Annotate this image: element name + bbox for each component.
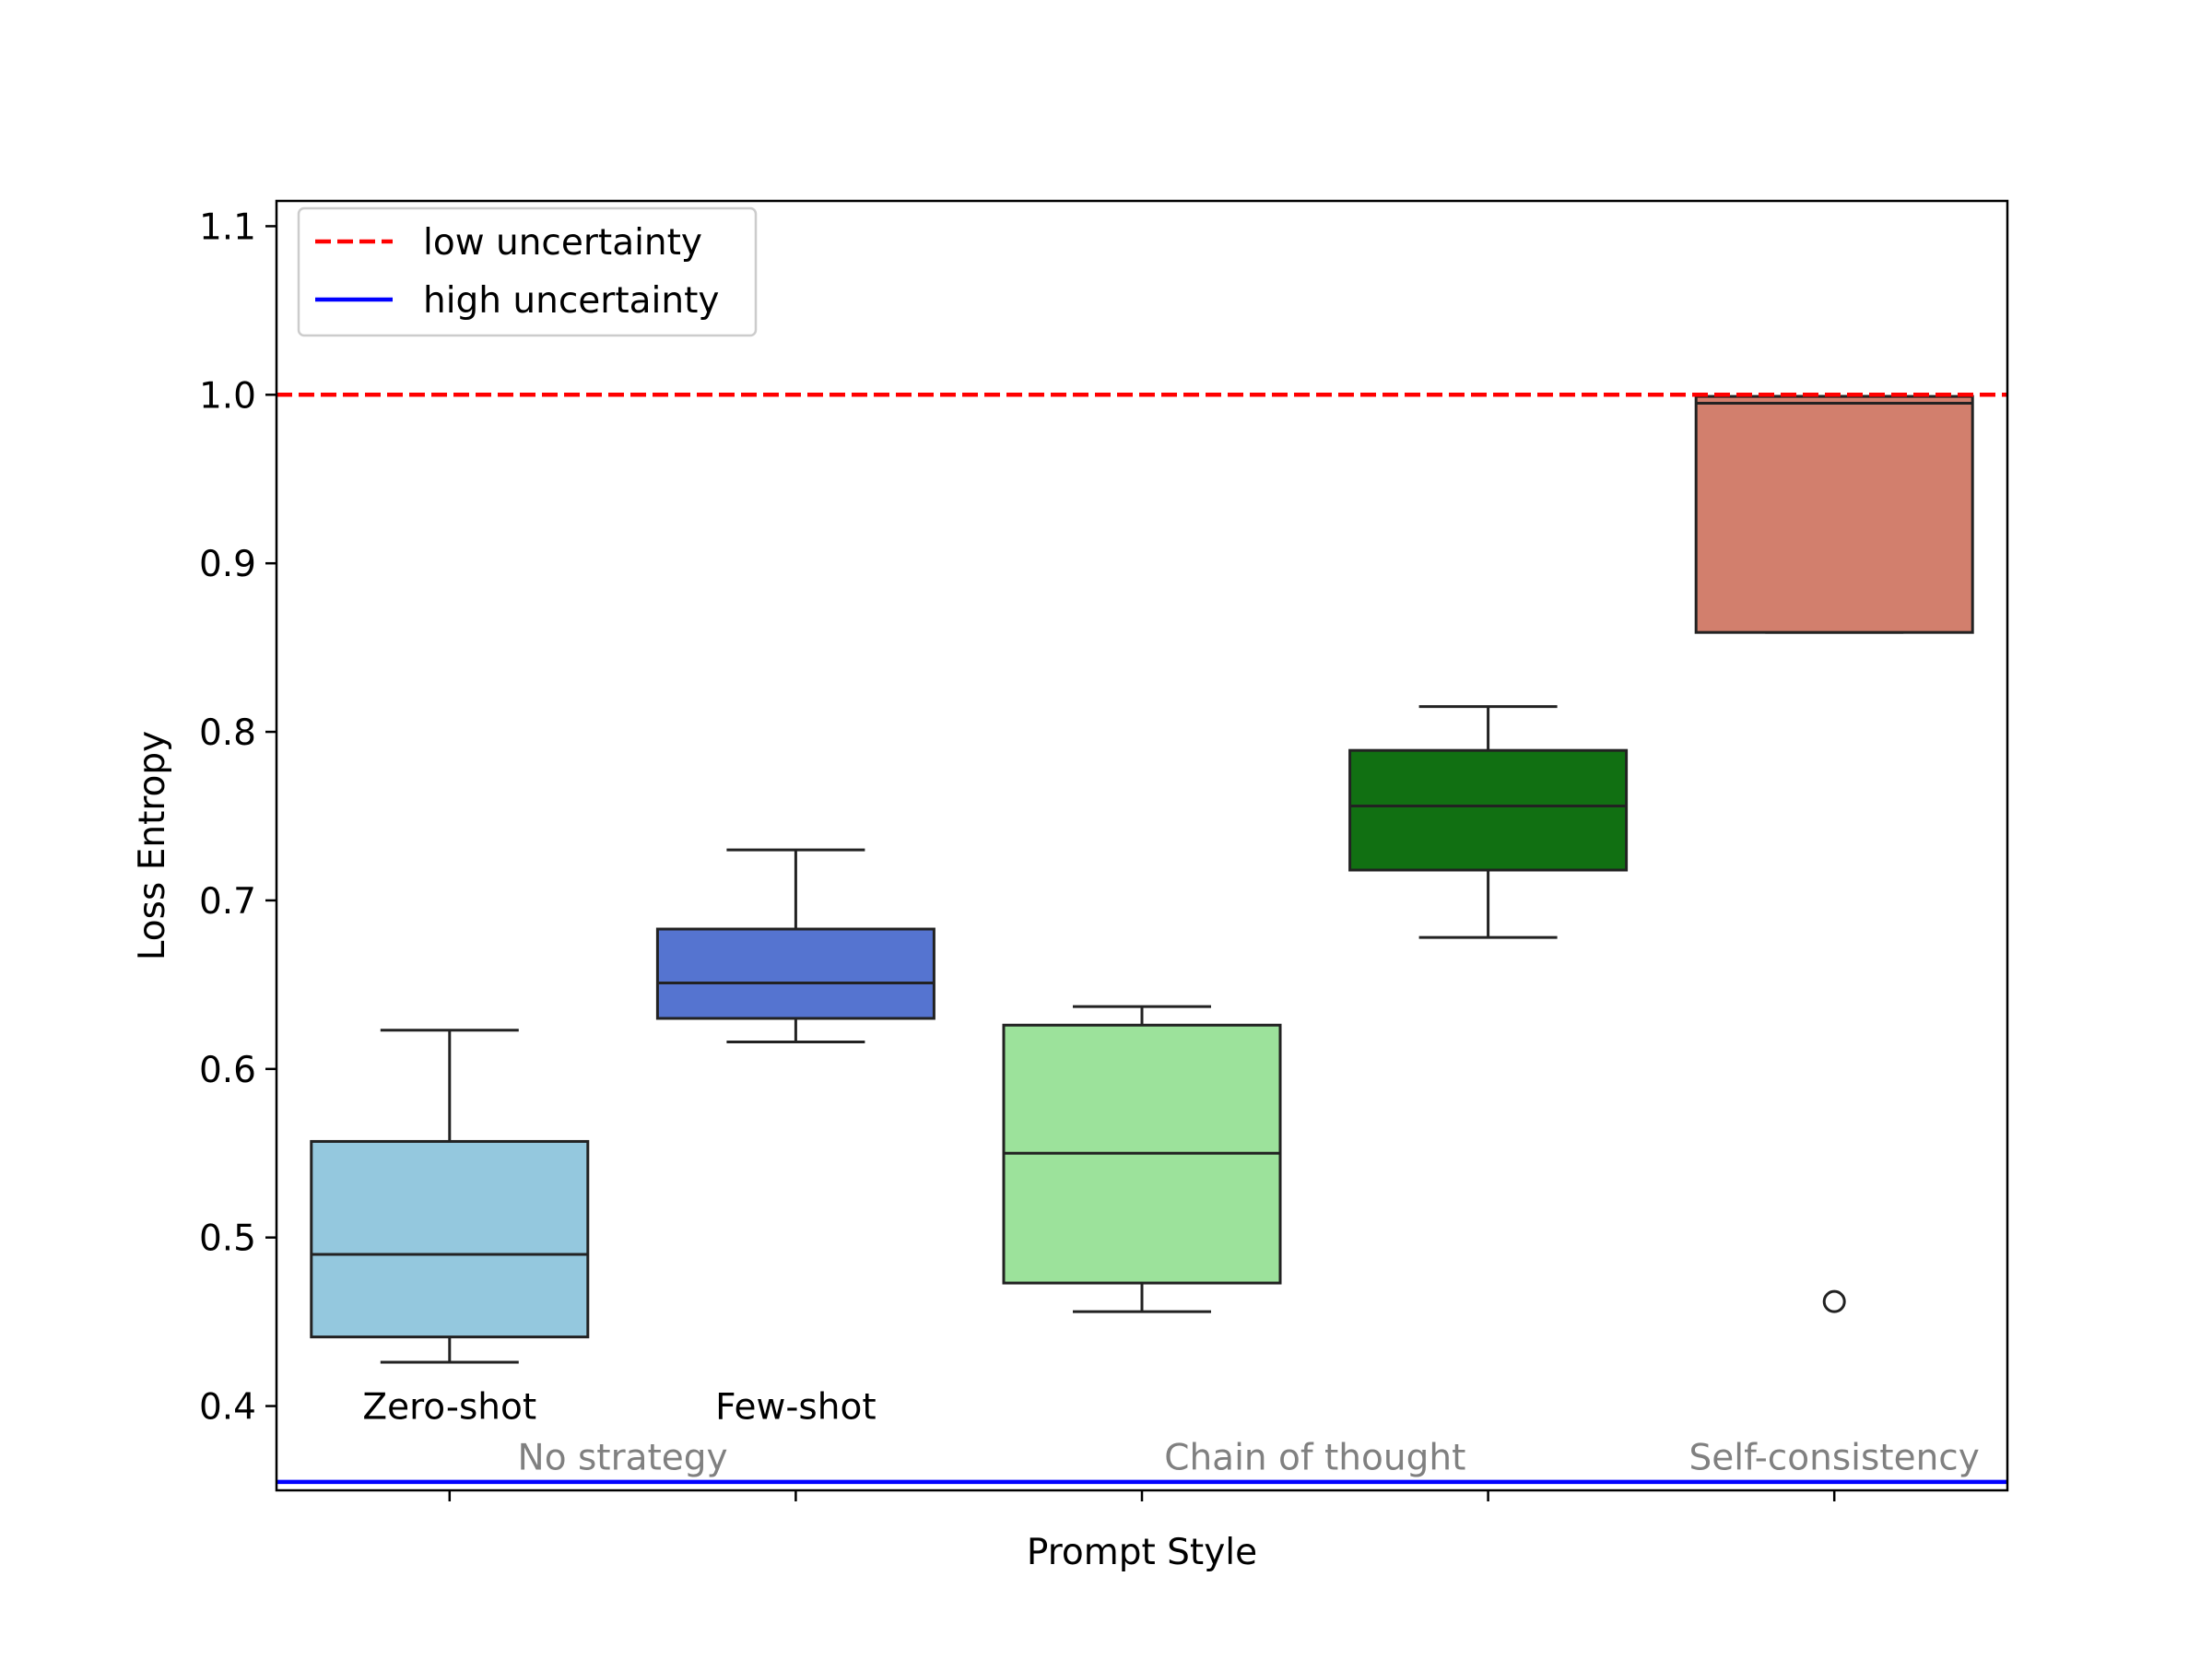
- y-tick-label: 0.6: [199, 1050, 256, 1091]
- y-tick-label: 0.7: [199, 881, 256, 923]
- annotation-label: Chain of thought: [1164, 1437, 1465, 1478]
- box-iqr: [1694, 394, 1974, 634]
- box-2: [1002, 1005, 1282, 1313]
- annotation-label: Zero-shot: [362, 1387, 536, 1429]
- y-tick-label: 0.9: [199, 544, 256, 585]
- y-tick-label: 1.1: [199, 206, 256, 248]
- legend-label: high uncertainty: [423, 280, 719, 322]
- x-axis-title: Prompt Style: [1027, 1532, 1257, 1573]
- y-tick-label: 0.8: [199, 712, 256, 754]
- annotation-label: Self-consistency: [1689, 1437, 1980, 1478]
- plot-area: Zero-shot Few-shot No strategy Chain of tho…: [276, 393, 2007, 1485]
- box-iqr: [655, 927, 935, 1020]
- y-tick-label: 0.4: [199, 1387, 256, 1429]
- legend: low uncertainty high uncertainty: [297, 206, 758, 337]
- box-3: [1348, 705, 1629, 939]
- legend-label: low uncertainty: [423, 222, 702, 264]
- annotation-label: No strategy: [518, 1437, 728, 1478]
- annotation-label: Few-shot: [715, 1387, 876, 1429]
- box-iqr: [1348, 748, 1629, 872]
- box-iqr: [310, 1139, 590, 1339]
- y-axis-title: Loss Entropy: [132, 731, 173, 960]
- y-tick-label: 1.0: [199, 375, 256, 417]
- y-tick-label: 0.5: [199, 1218, 256, 1260]
- box-4: [1694, 394, 1974, 1313]
- box-1: [655, 848, 935, 1044]
- axes: 0.4 0.5 0.6 0.7 0.8 0.9 1.0 1.1 Prompt Style Loss…: [132, 199, 2009, 1573]
- outlier-point: [1822, 1289, 1846, 1313]
- box-0: [310, 1029, 590, 1364]
- legend-box: [297, 206, 758, 337]
